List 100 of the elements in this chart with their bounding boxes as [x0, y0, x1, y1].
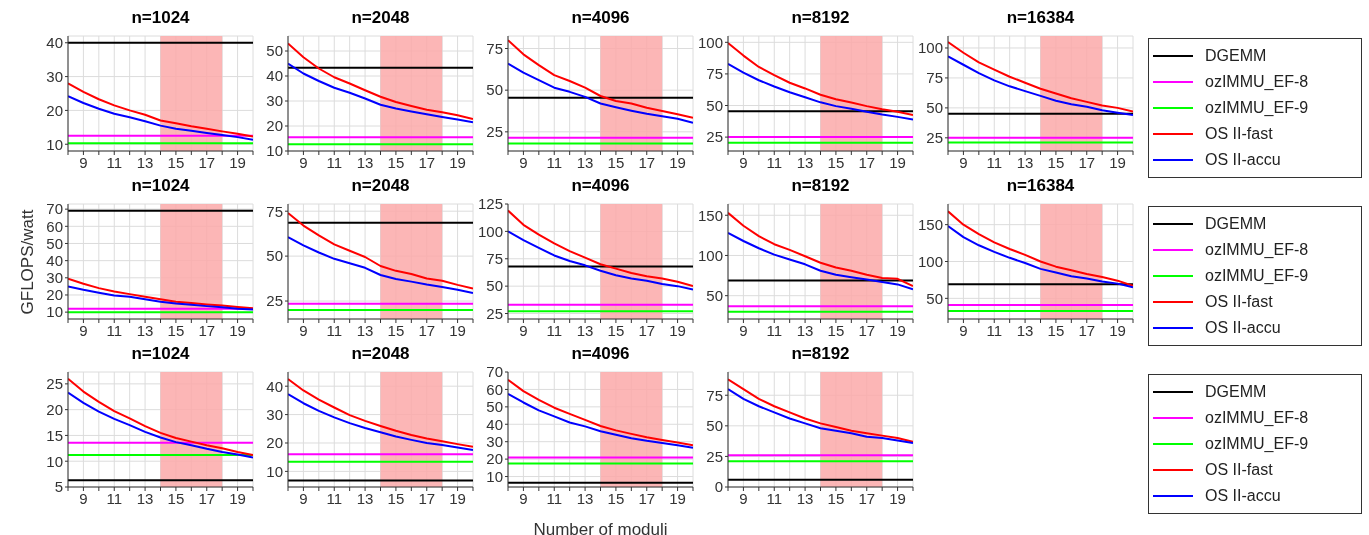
x-tick-label: 17 — [418, 321, 436, 339]
legend-label: OS II-accu — [1205, 151, 1281, 169]
x-tick-label: 15 — [827, 153, 845, 171]
legend-label: OS II-fast — [1205, 461, 1273, 479]
y-tick-label: 50 — [706, 96, 723, 114]
y-tick-label: 25 — [706, 128, 723, 146]
y-tick-label: 10 — [46, 303, 63, 321]
y-tick-label: 75 — [486, 250, 503, 268]
y-tick-label: 30 — [266, 92, 283, 110]
x-tick-label: 13 — [136, 153, 154, 171]
x-tick-label: 17 — [418, 489, 436, 507]
x-tick-label: 19 — [229, 321, 246, 339]
x-tick-label: 19 — [669, 153, 686, 171]
x-tick-label: 15 — [387, 153, 405, 171]
x-tick-label: 11 — [986, 321, 1003, 339]
x-tick-label: 9 — [299, 153, 308, 171]
x-tick-label: 15 — [1047, 153, 1065, 171]
y-tick-label: 100 — [917, 252, 943, 270]
x-tick-label: 9 — [299, 489, 308, 507]
y-tick-label: 50 — [486, 398, 503, 416]
x-tick-label: 17 — [1078, 321, 1096, 339]
legend-label: DGEMM — [1205, 47, 1267, 65]
line-series — [948, 55, 1133, 117]
y-tick-label: 100 — [477, 222, 503, 240]
y-tick-label: 150 — [697, 206, 723, 224]
y-tick-label: 40 — [46, 34, 63, 52]
y-tick-label: 10 — [486, 467, 503, 485]
y-tick-label: 20 — [266, 434, 283, 452]
x-tick-label: 13 — [356, 321, 374, 339]
x-tick-label: 19 — [449, 489, 466, 507]
x-tick-label: 11 — [326, 321, 343, 339]
y-tick-label: 20 — [46, 286, 63, 304]
chart-title: n=4096 — [570, 8, 631, 28]
y-tick-label: 50 — [706, 417, 723, 435]
x-tick-label: 19 — [449, 321, 466, 339]
line-series — [68, 277, 253, 310]
x-tick-label: 15 — [1047, 321, 1065, 339]
x-tick-label: 19 — [669, 321, 686, 339]
y-tick-label: 20 — [46, 400, 63, 418]
line-series — [288, 42, 473, 120]
y-tick-label: 50 — [486, 277, 503, 295]
x-tick-label: 11 — [106, 153, 123, 171]
line-series — [728, 62, 913, 121]
y-tick-label: 25 — [266, 292, 283, 310]
x-tick-label: 13 — [136, 489, 154, 507]
x-tick-label: 13 — [136, 321, 154, 339]
x-tick-label: 15 — [167, 489, 185, 507]
chart-title: n=8192 — [790, 176, 851, 196]
y-tick-label: 25 — [706, 447, 723, 465]
x-axis-title: Number of moduli — [532, 520, 669, 535]
line-series — [508, 39, 693, 119]
x-tick-label: 13 — [576, 153, 594, 171]
x-tick-label: 9 — [79, 153, 88, 171]
x-tick-label: 17 — [198, 153, 216, 171]
y-axis-title: GFLOPS/watt — [18, 209, 38, 314]
y-tick-label: 125 — [477, 195, 503, 213]
x-tick-label: 11 — [326, 489, 343, 507]
x-tick-label: 11 — [546, 321, 563, 339]
line-series — [508, 230, 693, 291]
line-series — [728, 378, 913, 443]
x-tick-label: 17 — [858, 489, 876, 507]
x-tick-label: 11 — [106, 321, 123, 339]
x-tick-label: 13 — [796, 321, 814, 339]
legend-label: DGEMM — [1205, 215, 1267, 233]
x-tick-label: 13 — [576, 489, 594, 507]
y-tick-label: 40 — [266, 67, 283, 85]
line-series — [728, 388, 913, 444]
x-tick-label: 19 — [669, 489, 686, 507]
legend-label: OS II-fast — [1205, 293, 1273, 311]
line-series — [948, 40, 1133, 113]
x-tick-label: 9 — [739, 321, 748, 339]
legend-label: OS II-accu — [1205, 487, 1281, 505]
y-tick-label: 25 — [486, 123, 503, 141]
y-tick-label: 25 — [486, 304, 503, 322]
x-tick-label: 13 — [356, 489, 374, 507]
y-tick-label: 75 — [486, 39, 503, 57]
y-tick-label: 75 — [266, 202, 283, 220]
legend-label: OS II-accu — [1205, 319, 1281, 337]
line-series — [68, 285, 253, 311]
x-tick-label: 17 — [418, 153, 436, 171]
y-tick-label: 15 — [46, 426, 63, 444]
y-tick-label: 25 — [926, 129, 943, 147]
x-tick-label: 19 — [1109, 321, 1126, 339]
chart-title: n=2048 — [350, 8, 411, 28]
line-series — [288, 236, 473, 294]
y-tick-label: 20 — [46, 101, 63, 119]
line-series — [288, 62, 473, 124]
y-tick-label: 30 — [486, 433, 503, 451]
y-tick-label: 75 — [926, 69, 943, 87]
y-tick-label: 50 — [46, 234, 63, 252]
x-tick-label: 17 — [638, 321, 656, 339]
x-tick-label: 11 — [106, 489, 123, 507]
y-tick-label: 30 — [46, 67, 63, 85]
x-tick-label: 19 — [889, 153, 906, 171]
y-tick-label: 0 — [714, 478, 723, 496]
x-tick-label: 17 — [638, 489, 656, 507]
y-tick-label: 30 — [46, 269, 63, 287]
x-tick-label: 15 — [607, 321, 625, 339]
x-tick-label: 9 — [519, 489, 528, 507]
x-tick-label: 19 — [1109, 153, 1126, 171]
